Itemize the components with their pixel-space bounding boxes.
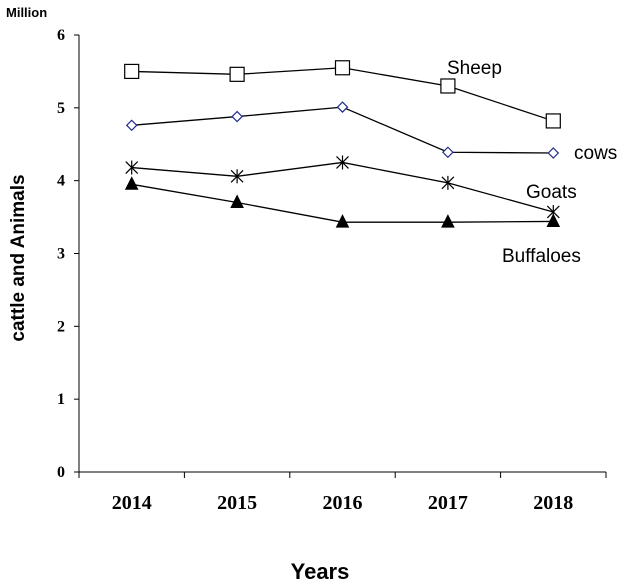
axes: 0 1 2 3 4 5 6 2014 2015 2016 2017 2018: [57, 27, 607, 514]
x-tick-label: 2017: [428, 492, 468, 514]
series-label-sheep: Sheep: [447, 58, 502, 79]
data-point-cows: [547, 147, 560, 159]
series-line-goats: [131, 161, 554, 213]
series-label-goats: Goats: [526, 182, 577, 203]
data-point-sheep: [334, 60, 351, 76]
series-buffaloes: [124, 176, 561, 228]
data-point-sheep: [124, 63, 140, 80]
y-tick-label: 2: [57, 318, 65, 335]
data-point-buffaloes: [230, 194, 244, 209]
x-tick-label: 2014: [112, 492, 152, 514]
y-tick-label: 0: [57, 464, 65, 481]
data-point-sheep: [229, 66, 245, 82]
x-tick-label: 2015: [217, 492, 257, 514]
series-label-cows: cows: [574, 143, 617, 164]
data-point-cows: [231, 110, 243, 123]
y-tick-label: 6: [57, 27, 65, 44]
data-point-cows: [442, 146, 454, 159]
data-point-buffaloes: [546, 213, 561, 227]
data-point-buffaloes: [335, 214, 350, 228]
data-point-cows: [336, 101, 349, 113]
series-layer: [124, 60, 561, 228]
x-axis-title: Years: [291, 559, 350, 584]
data-point-sheep: [545, 113, 561, 129]
data-point-goats: [125, 160, 139, 175]
series-goats: [125, 155, 560, 219]
series-labels: Sheep cows Goats Buffaloes: [447, 58, 617, 267]
series-sheep: [124, 60, 561, 129]
series-cows: [125, 101, 560, 159]
data-point-sheep: [440, 78, 456, 94]
data-point-buffaloes: [124, 176, 139, 190]
data-point-goats: [230, 169, 244, 184]
y-tick-label: 1: [57, 391, 65, 408]
x-tick-label: 2018: [533, 492, 573, 514]
x-tick-label: 2016: [323, 492, 363, 514]
data-point-cows: [125, 119, 138, 132]
y-tick-label: 5: [57, 100, 65, 117]
unit-label: Million: [6, 5, 47, 20]
y-tick-label: 3: [57, 246, 65, 263]
series-label-buffaloes: Buffaloes: [502, 246, 581, 267]
data-point-buffaloes: [441, 214, 455, 228]
data-point-goats: [441, 175, 455, 190]
y-tick-label: 4: [57, 173, 65, 190]
y-axis-title: cattle and Animals: [8, 174, 29, 341]
series-line-cows: [131, 106, 554, 154]
data-point-goats: [336, 155, 349, 170]
